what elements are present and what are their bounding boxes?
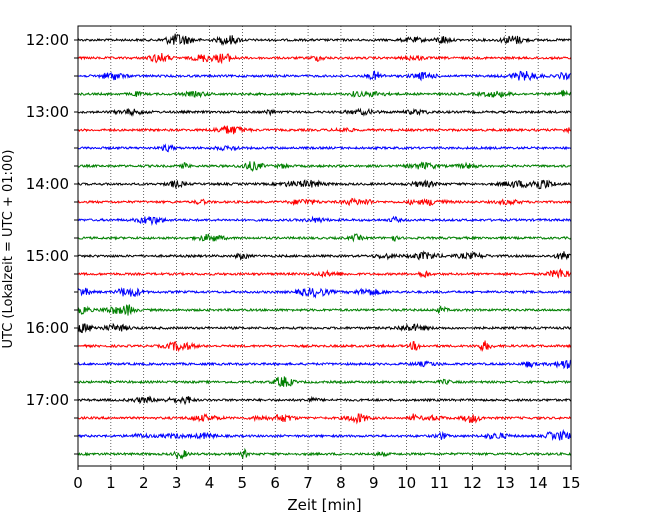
y-tick-label: 13:00 <box>26 103 69 121</box>
y-axis-label: UTC (Lokalzeit = UTC + 01:00) <box>1 150 16 349</box>
trace-line <box>77 215 572 226</box>
trace-line <box>77 89 572 99</box>
trace-line <box>77 304 572 316</box>
x-tick-label: 6 <box>270 474 280 492</box>
x-axis-label: Zeit [min] <box>287 496 361 514</box>
trace-line <box>77 340 572 353</box>
trace-line <box>77 447 572 460</box>
x-tick-label: 7 <box>303 474 313 492</box>
trace-line <box>77 107 572 117</box>
x-tick-label: 2 <box>139 474 149 492</box>
x-tick-label: 8 <box>336 474 346 492</box>
trace-line <box>77 125 572 135</box>
trace-line <box>77 428 572 441</box>
trace-line <box>77 267 572 279</box>
x-axis: 0 1 2 3 4 5 6 7 8 9 10 11 12 13 14 15 <box>73 466 581 492</box>
x-tick-label: 10 <box>397 474 416 492</box>
trace-line <box>77 52 572 65</box>
x-tick-label: 11 <box>430 474 449 492</box>
trace-line <box>77 359 572 370</box>
trace-line <box>77 322 572 334</box>
x-tick-label: 0 <box>73 474 83 492</box>
trace-line <box>77 250 572 261</box>
trace-line <box>77 233 572 243</box>
y-tick-label: 17:00 <box>26 391 69 409</box>
x-tick-label: 3 <box>172 474 182 492</box>
trace-group <box>77 33 572 460</box>
grid-lines <box>110 26 539 466</box>
x-tick-label: 1 <box>106 474 116 492</box>
trace-line <box>77 376 572 388</box>
plot-frame <box>77 25 572 467</box>
y-tick-label: 16:00 <box>26 319 69 337</box>
x-tick-label: 15 <box>561 474 580 492</box>
x-tick-label: 13 <box>496 474 515 492</box>
x-tick-label: 5 <box>238 474 248 492</box>
trace-line <box>77 33 572 46</box>
trace-line <box>77 395 572 406</box>
y-axis: 12:00 13:00 14:00 15:00 16:00 17:00 <box>26 31 78 455</box>
y-tick-label: 12:00 <box>26 31 69 49</box>
trace-line <box>77 287 572 299</box>
trace-line <box>77 161 572 172</box>
trace-line <box>77 70 572 82</box>
trace-line <box>77 179 572 190</box>
x-tick-label: 9 <box>369 474 379 492</box>
trace-line <box>77 197 572 207</box>
x-tick-label: 12 <box>463 474 482 492</box>
x-tick-label: 4 <box>205 474 215 492</box>
trace-line <box>77 413 572 425</box>
x-tick-label: 14 <box>529 474 548 492</box>
y-tick-label: 15:00 <box>26 247 69 265</box>
trace-line <box>77 143 572 153</box>
y-tick-label: 14:00 <box>26 175 69 193</box>
